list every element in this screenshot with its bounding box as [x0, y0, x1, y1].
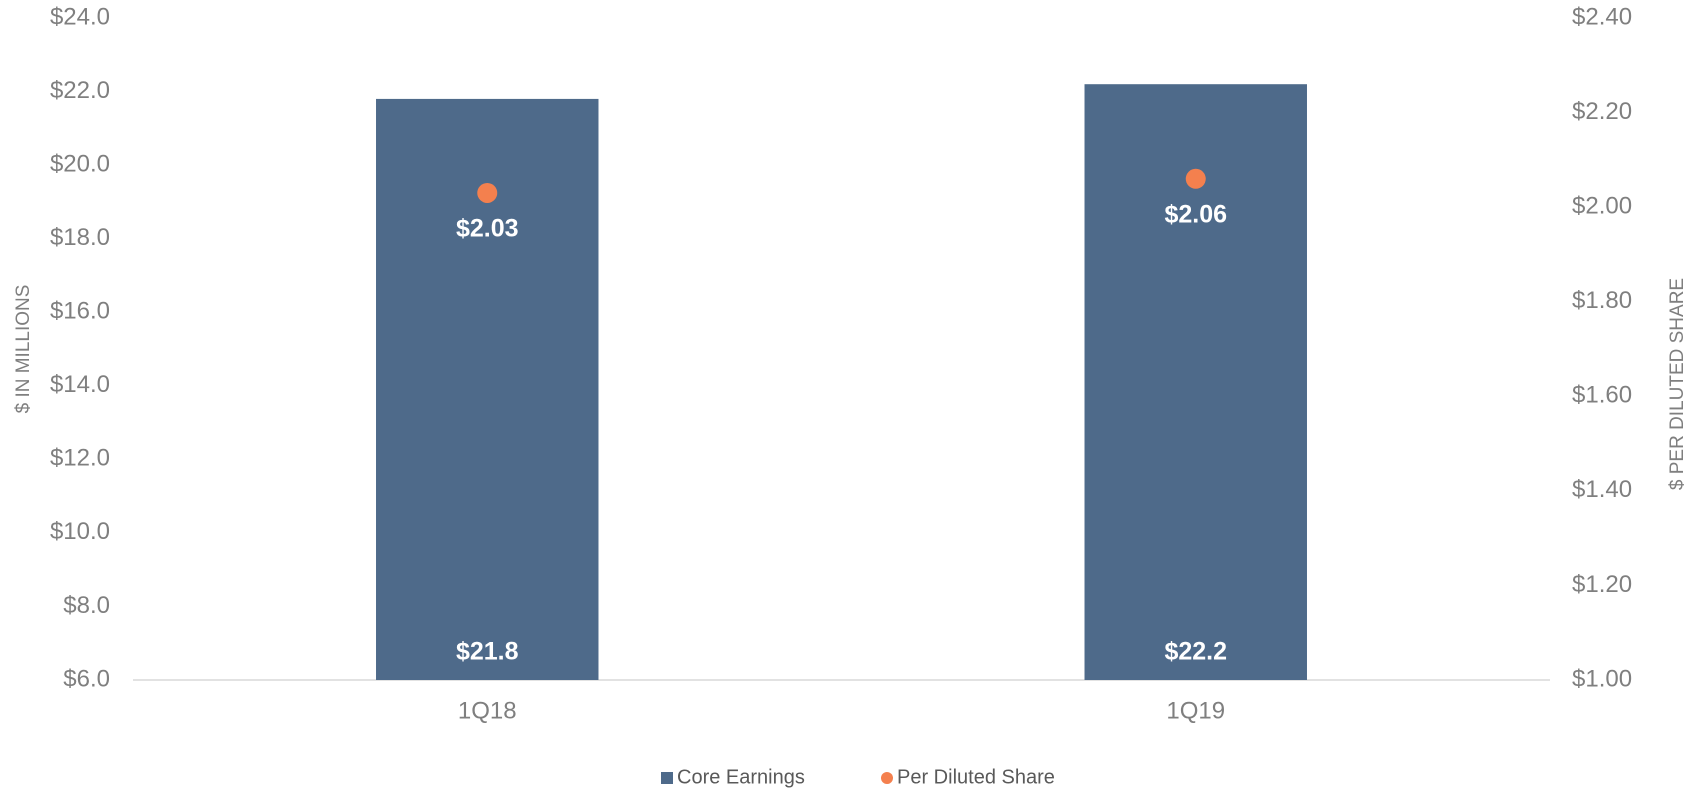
- y-tick-label: $8.0: [63, 592, 110, 619]
- y-tick-label: $6.0: [63, 665, 110, 692]
- y2-tick-label: $1.40: [1572, 476, 1632, 503]
- legend-swatch: [881, 772, 893, 784]
- point-value-label: $2.03: [456, 215, 519, 243]
- point: [1185, 168, 1206, 189]
- y2-tick-label: $2.20: [1572, 98, 1632, 125]
- legend-label: Per Diluted Share: [897, 766, 1055, 788]
- y2-tick-label: $1.00: [1572, 665, 1632, 692]
- y-tick-label: $14.0: [50, 371, 110, 398]
- y2-tick-label: $2.00: [1572, 192, 1632, 219]
- point-value-label: $2.06: [1164, 200, 1227, 228]
- y2-tick-label: $2.40: [1572, 3, 1632, 30]
- y-tick-label: $12.0: [50, 445, 110, 472]
- y-tick-label: $10.0: [50, 518, 110, 545]
- bar-value-label: $22.2: [1164, 638, 1227, 666]
- y-tick-label: $22.0: [50, 77, 110, 104]
- y-tick-label: $24.0: [50, 3, 110, 30]
- y2-axis-label: $ PER DILUTED SHARE: [1667, 278, 1688, 490]
- y2-tick-label: $1.20: [1572, 571, 1632, 598]
- x-tick-label: 1Q19: [1166, 697, 1225, 724]
- legend-swatch: [661, 772, 673, 784]
- legend-label: Core Earnings: [677, 766, 805, 788]
- y2-tick-label: $1.60: [1572, 382, 1632, 409]
- bar-value-label: $21.8: [456, 638, 519, 666]
- x-tick-label: 1Q18: [458, 697, 517, 724]
- point: [477, 182, 498, 203]
- y-tick-label: $16.0: [50, 298, 110, 325]
- y-axis-label: $ IN MILLIONS: [13, 285, 34, 414]
- y2-tick-label: $1.80: [1572, 287, 1632, 314]
- y-tick-label: $20.0: [50, 150, 110, 177]
- y-tick-label: $18.0: [50, 224, 110, 251]
